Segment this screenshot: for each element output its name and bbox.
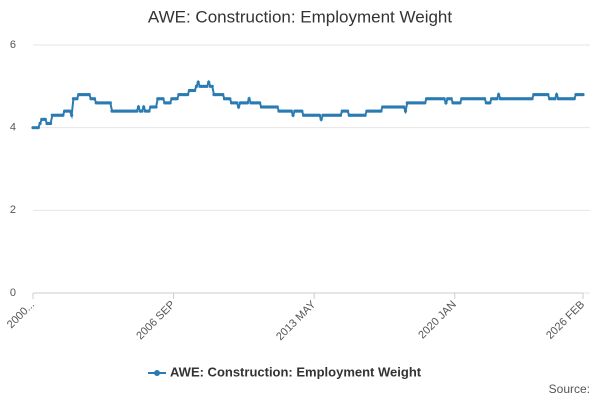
point — [458, 101, 462, 105]
point — [482, 97, 487, 101]
x-tick-label: 2000... — [5, 299, 37, 331]
series-line — [33, 79, 583, 129]
point — [572, 97, 576, 101]
point — [140, 109, 144, 113]
point — [379, 109, 383, 113]
point — [497, 93, 501, 97]
point — [317, 113, 322, 117]
point — [553, 97, 557, 101]
legend-label: AWE: Construction: Employment Weight — [170, 364, 422, 379]
point — [175, 97, 179, 101]
point — [221, 93, 225, 97]
point — [161, 97, 165, 101]
point — [48, 121, 53, 126]
point — [61, 113, 65, 117]
point — [194, 84, 199, 88]
point — [142, 105, 146, 109]
point — [488, 101, 492, 105]
point — [43, 117, 47, 121]
point — [108, 101, 112, 105]
point — [275, 105, 279, 109]
point — [338, 113, 343, 117]
point — [68, 109, 72, 113]
point — [87, 93, 91, 97]
point — [581, 93, 585, 97]
y-tick-label: 2 — [10, 204, 16, 216]
point — [38, 121, 42, 126]
legend-marker — [154, 370, 160, 376]
point — [205, 84, 209, 88]
point — [403, 109, 408, 113]
x-tick-label: 2026 FEB — [544, 299, 587, 342]
y-tick-label: 4 — [10, 122, 16, 134]
point — [245, 101, 249, 105]
point — [193, 88, 197, 93]
point — [363, 113, 367, 117]
point — [235, 101, 239, 105]
point — [135, 109, 139, 113]
point — [444, 101, 448, 105]
point — [210, 84, 214, 88]
x-tick-label: 2013 MAY — [274, 298, 319, 343]
point — [70, 113, 74, 117]
point — [92, 97, 97, 101]
point — [289, 109, 293, 113]
y-tick-label: 6 — [10, 39, 16, 51]
chart-title: AWE: Construction: Employment Weight — [148, 7, 453, 26]
source: Source: — [549, 382, 590, 396]
point — [36, 126, 40, 130]
point — [207, 80, 211, 84]
point — [186, 93, 190, 97]
x-tick-label: 2020 JAN — [416, 299, 459, 342]
point — [300, 109, 304, 113]
point — [154, 105, 158, 109]
point — [449, 97, 453, 101]
point — [147, 109, 151, 113]
point — [196, 80, 200, 84]
point — [75, 97, 79, 101]
point — [319, 117, 323, 121]
point — [495, 97, 499, 101]
point — [546, 93, 550, 97]
point — [555, 93, 559, 97]
point — [402, 105, 406, 109]
point — [258, 101, 262, 105]
point — [228, 97, 232, 101]
y-tick-label: 0 — [10, 287, 16, 299]
point — [291, 113, 295, 117]
x-tick-label: 2006 SEP — [134, 299, 178, 343]
point — [168, 101, 172, 105]
point — [442, 97, 446, 101]
point — [423, 101, 427, 105]
point — [236, 105, 241, 109]
point — [530, 97, 534, 101]
point — [345, 109, 350, 113]
point — [136, 105, 141, 109]
point — [247, 97, 251, 101]
